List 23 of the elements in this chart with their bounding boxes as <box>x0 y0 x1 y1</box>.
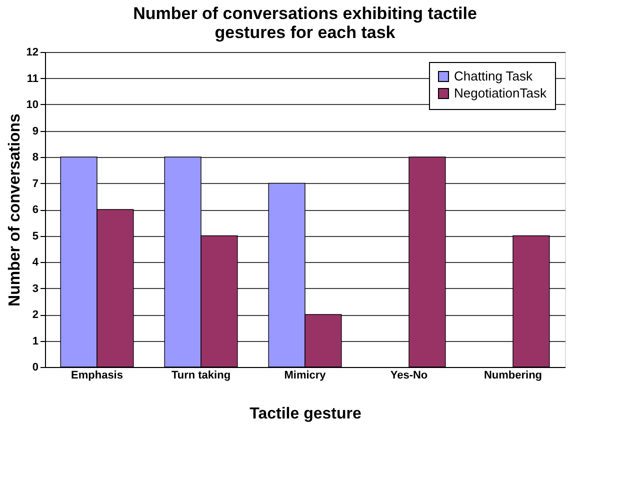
y-tick-label: 7 <box>32 178 38 190</box>
y-tick-label: 10 <box>26 99 38 111</box>
y-tick-label: 6 <box>32 204 38 216</box>
y-axis-title: Number of conversations <box>6 113 24 306</box>
legend-label: Chatting Task <box>454 68 534 84</box>
y-tick-label: 1 <box>32 335 38 348</box>
y-tick-label: 11 <box>26 72 38 85</box>
y-tick-label: 5 <box>32 230 38 242</box>
legend-label: NegotiationTask <box>454 86 547 100</box>
y-tick-label: 8 <box>32 152 38 164</box>
y-tick-label: 3 <box>32 282 38 295</box>
y-tick-label: 12 <box>26 46 38 58</box>
y-tick-label: 0 <box>32 362 38 374</box>
x-tick-label: Yes-No <box>390 370 428 382</box>
y-tick-label: 9 <box>32 125 38 138</box>
y-tick-label: 2 <box>32 309 38 321</box>
x-tick-label: Numbering <box>484 370 542 382</box>
x-tick-label: Emphasis <box>71 370 123 382</box>
x-tick-label: Mimicry <box>284 370 327 382</box>
x-axis-title: Tactile gesture <box>250 406 362 422</box>
y-tick-label: 4 <box>32 256 40 268</box>
chart-title: Number of conversations exhibiting tactile gestures for each task <box>133 4 477 42</box>
x-tick-label: Turn taking <box>171 370 231 382</box>
